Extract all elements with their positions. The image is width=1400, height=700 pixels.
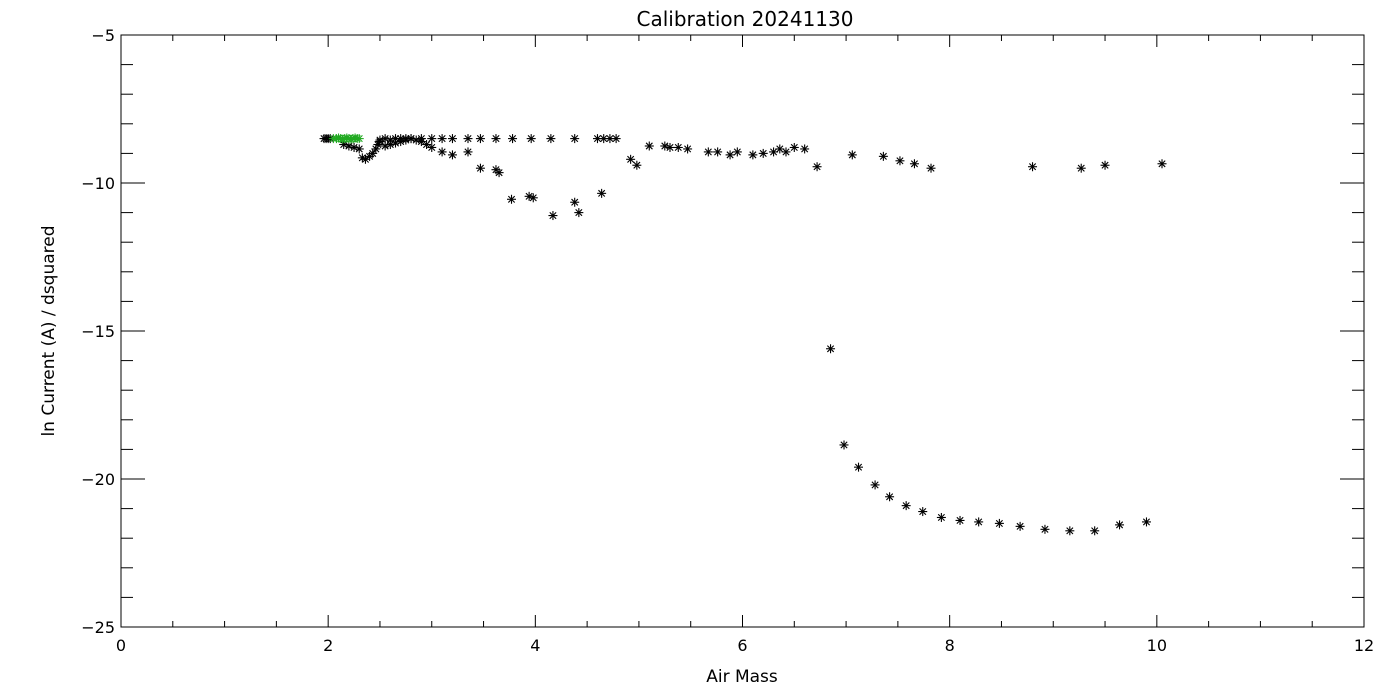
data-point [725,150,735,160]
data-point [437,134,447,144]
data-point [597,188,607,198]
data-point [870,480,880,490]
data-point [909,159,919,169]
data-point [665,142,675,152]
data-point [936,512,946,522]
data-point [475,134,485,144]
data-point [1100,160,1110,170]
data-point [447,150,457,160]
data-point [994,518,1004,528]
data-point [463,134,473,144]
data-point [854,462,864,472]
data-point [570,197,580,207]
data-point [885,492,895,502]
data-points [319,133,1167,536]
data-point [491,134,501,144]
data-point [524,191,534,201]
data-point [437,147,447,157]
y-tick-label: −5 [91,26,115,45]
data-point [475,163,485,173]
y-tick-label: −25 [81,618,115,637]
data-point [528,193,538,203]
data-point [800,144,810,154]
data-point [1141,517,1151,527]
data-point [349,142,359,152]
data-point [1028,162,1038,172]
x-tick-label: 4 [530,636,540,655]
data-point [508,134,518,144]
data-point [878,151,888,161]
data-point [546,134,556,144]
data-point [781,147,791,157]
data-point [901,501,911,511]
data-point [1065,526,1075,536]
x-tick-label: 0 [116,636,126,655]
data-point [463,147,473,157]
x-tick-label: 12 [1354,636,1374,655]
y-axis-label: ln Current (A) / dsquared [39,225,59,436]
plot-frame [120,34,1365,628]
data-point [1157,159,1167,169]
data-point [683,144,693,154]
chart-title: Calibration 20241130 [637,7,854,31]
data-point [427,134,437,144]
x-tick-label: 10 [1147,636,1167,655]
x-tick-label: 8 [945,636,955,655]
data-point [1115,520,1125,530]
y-tick-label: −20 [81,470,115,489]
data-point [732,147,742,157]
data-point [447,134,457,144]
data-point [427,142,437,152]
data-point [748,150,758,160]
data-point [570,134,580,144]
x-axis-label: Air Mass [706,667,778,687]
data-point [526,134,536,144]
data-point [1015,521,1025,531]
data-point [1076,163,1086,173]
data-point [632,160,642,170]
data-point [354,144,364,154]
y-tick-label: −10 [81,174,115,193]
data-point [360,154,370,164]
data-point [611,134,621,144]
data-point [703,147,713,157]
data-point [385,135,395,145]
data-point [895,156,905,166]
data-point [918,507,928,517]
data-point [644,141,654,151]
plot-axes: 0 2 4 6 8 10 12 −25 −20 −15 −10 −5 [81,26,1374,655]
x-tick-label: 2 [323,636,333,655]
data-point [758,148,768,158]
data-point [1090,526,1100,536]
data-point [974,517,984,527]
data-point [955,515,965,525]
data-point [548,211,558,221]
data-point [406,134,416,144]
data-point [574,208,584,218]
data-point [1040,524,1050,534]
data-point [507,194,517,204]
data-point [926,163,936,173]
data-point [673,142,683,152]
data-point [416,134,426,144]
data-point [789,142,799,152]
data-point [839,440,849,450]
x-tick-label: 6 [737,636,747,655]
data-point [626,154,636,164]
data-point [847,150,857,160]
data-point [494,168,504,178]
data-point [713,147,723,157]
y-tick-label: −15 [81,322,115,341]
data-point-highlight [354,134,364,144]
data-point [422,140,432,150]
data-point [826,344,836,354]
data-point [812,162,822,172]
